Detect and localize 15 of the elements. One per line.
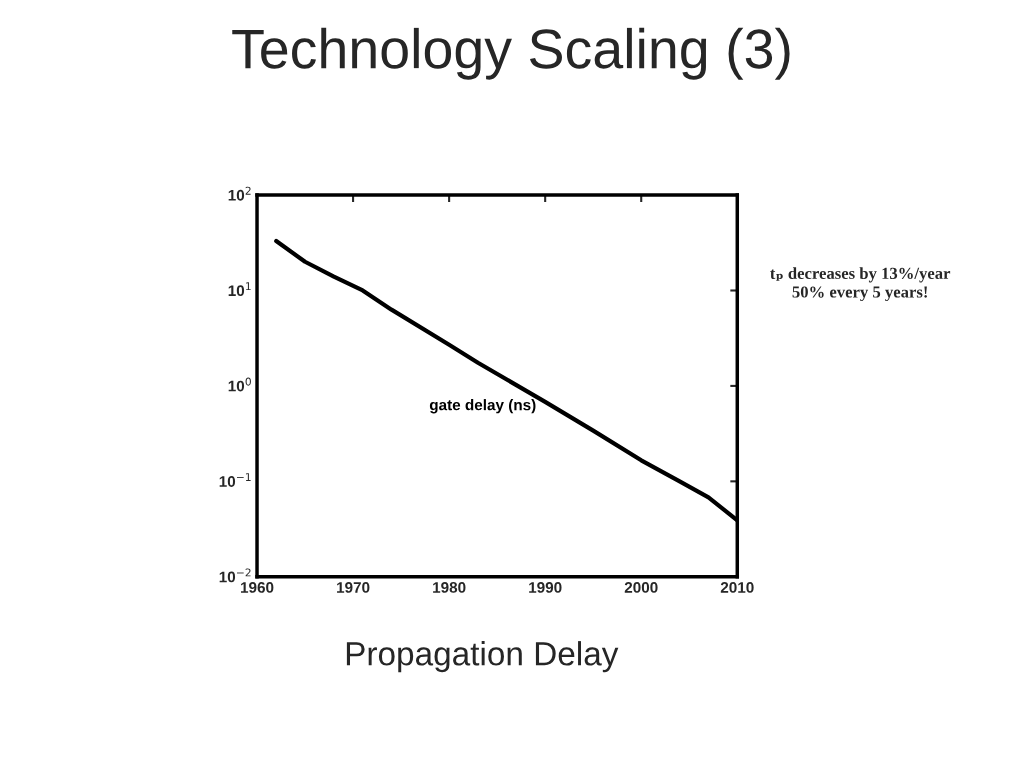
x-tick-label: 1990 bbox=[529, 582, 562, 593]
chart-title: Technology Scaling (3) bbox=[232, 27, 790, 80]
y-tick-label: 10$^{0}$ bbox=[228, 377, 251, 392]
x-tick-label: 2000 bbox=[624, 582, 658, 593]
y-tick-label: 10$^{1}$ bbox=[228, 282, 251, 297]
text: Propagation Delay bbox=[346, 641, 619, 673]
x-tick-label: 1980 bbox=[433, 582, 466, 593]
y-tick-label: 10$^{−1}$ bbox=[219, 473, 251, 487]
x-tick-label: 1960 bbox=[240, 582, 274, 593]
y-tick-label: 10$^{−2}$ bbox=[219, 568, 251, 583]
x-tick-label: 1970 bbox=[337, 582, 370, 593]
y-tick-label: 10$^{2}$ bbox=[228, 186, 251, 201]
series-label: gate delay (ns) bbox=[429, 399, 536, 414]
x-tick-label: 2010 bbox=[720, 582, 754, 593]
text: tₚ decreases by 13%/year 50% every 5 years! bbox=[770, 267, 951, 302]
